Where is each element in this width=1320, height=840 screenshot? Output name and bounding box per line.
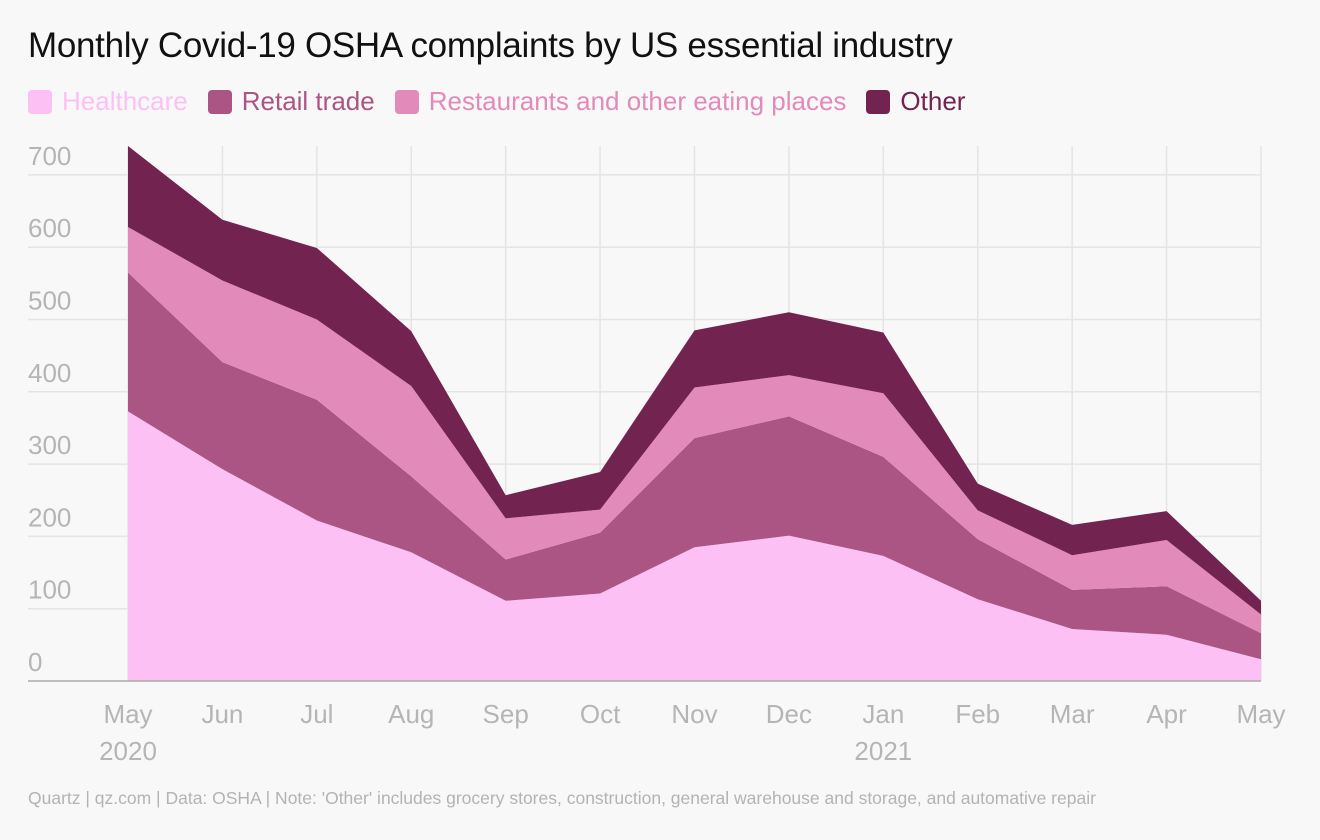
x-tick-label-2: Jul xyxy=(300,699,333,729)
legend-label-other: Other xyxy=(900,86,966,116)
legend-label-restaurants: Restaurants and other eating places xyxy=(428,86,847,116)
footer-note: Quartz | qz.com | Data: OSHA | Note: 'Ot… xyxy=(28,788,1096,808)
legend-label-healthcare: Healthcare xyxy=(62,86,188,116)
x-tick-label-9: Feb xyxy=(955,699,1000,729)
y-tick-label-100: 100 xyxy=(28,575,71,605)
area-healthcare xyxy=(128,411,1261,681)
x-tick-label-6: Nov xyxy=(671,699,717,729)
legend-item-other: Other xyxy=(866,86,965,117)
y-tick-label-500: 500 xyxy=(28,286,71,316)
x-tick-label-1: Jun xyxy=(201,699,243,729)
y-tick-label-300: 300 xyxy=(28,430,71,460)
area-restaurants xyxy=(128,226,1261,634)
legend-swatch-other xyxy=(866,89,891,114)
legend-item-restaurants: Restaurants and other eating places xyxy=(394,86,847,117)
area-other xyxy=(128,146,1261,615)
y-tick-label-200: 200 xyxy=(28,502,71,532)
x-tick-label-4: Sep xyxy=(483,699,529,729)
legend-swatch-restaurants xyxy=(394,89,419,114)
x-tick-label-7: Dec xyxy=(766,699,812,729)
x-tick-label-11: Apr xyxy=(1146,699,1187,729)
legend-item-healthcare: Healthcare xyxy=(28,86,188,117)
x-tick-label-5: Oct xyxy=(580,699,621,729)
x-year-label-2020: 2020 xyxy=(99,736,157,766)
legend-item-retail-trade: Retail trade xyxy=(207,86,375,117)
y-tick-label-0: 0 xyxy=(28,647,42,677)
y-tick-label-700: 700 xyxy=(28,141,71,171)
legend-swatch-healthcare xyxy=(28,89,52,114)
x-year-label-2021: 2021 xyxy=(854,736,912,766)
x-tick-label-8: Jan xyxy=(862,699,904,729)
x-tick-label-10: Mar xyxy=(1050,699,1095,729)
legend-label-retail-trade: Retail trade xyxy=(241,86,375,116)
x-tick-label-0: May xyxy=(103,699,152,729)
area-retail xyxy=(128,272,1261,660)
y-tick-label-400: 400 xyxy=(28,358,71,388)
y-tick-label-600: 600 xyxy=(28,213,71,243)
x-tick-label-12: May xyxy=(1236,699,1285,729)
legend: Healthcare Retail trade Restaurants and … xyxy=(28,86,985,117)
legend-swatch-retail-trade xyxy=(207,89,232,114)
x-tick-label-3: Aug xyxy=(388,699,434,729)
chart-title: Monthly Covid-19 OSHA complaints by US e… xyxy=(28,26,953,65)
